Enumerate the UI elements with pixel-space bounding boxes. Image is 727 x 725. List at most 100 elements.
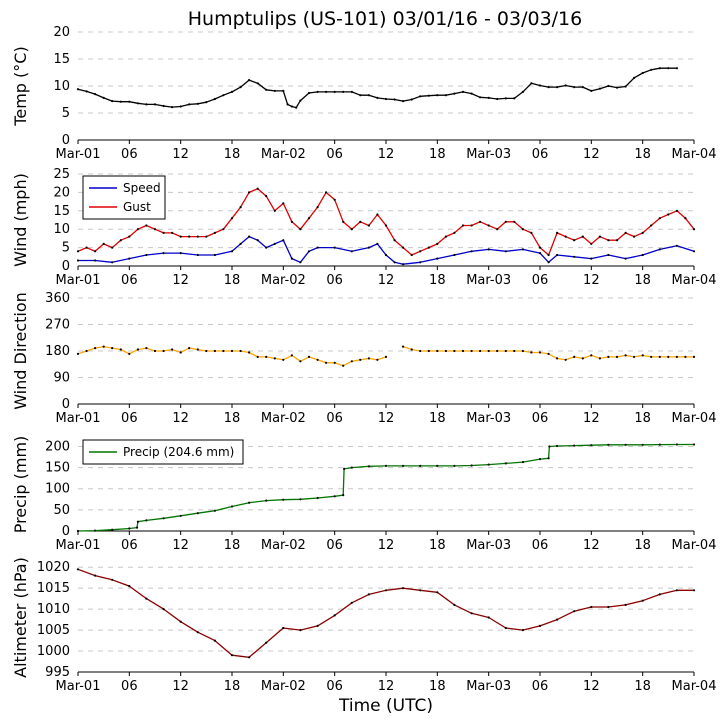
data-point bbox=[325, 191, 328, 194]
x-tick-label: 18 bbox=[634, 538, 651, 553]
data-point bbox=[179, 252, 182, 255]
data-point bbox=[598, 235, 602, 238]
data-point bbox=[538, 458, 542, 461]
data-point bbox=[393, 261, 396, 264]
data-point bbox=[402, 464, 405, 467]
legend-label: Speed bbox=[123, 181, 161, 195]
data-point bbox=[641, 599, 644, 602]
data-point bbox=[153, 349, 157, 353]
data-point bbox=[119, 100, 122, 103]
data-point bbox=[299, 228, 302, 231]
data-point bbox=[316, 624, 319, 628]
data-point bbox=[444, 94, 447, 97]
data-point bbox=[479, 349, 482, 353]
data-point bbox=[273, 242, 276, 245]
y-tick-label: 1005 bbox=[37, 623, 70, 638]
data-point bbox=[299, 629, 302, 632]
data-point bbox=[367, 357, 370, 360]
data-point bbox=[521, 90, 525, 93]
data-point bbox=[342, 90, 345, 93]
data-point bbox=[658, 593, 661, 596]
data-point bbox=[119, 348, 122, 351]
data-point bbox=[453, 231, 456, 234]
data-point bbox=[658, 355, 661, 358]
data-point bbox=[496, 349, 499, 353]
x-axis-label: Time (UTC) bbox=[338, 696, 433, 716]
data-point bbox=[641, 253, 644, 257]
data-point bbox=[513, 97, 516, 100]
data-point bbox=[265, 246, 268, 249]
y-tick-label: 0 bbox=[62, 524, 70, 539]
data-point bbox=[615, 86, 619, 89]
data-point bbox=[213, 253, 216, 257]
data-point bbox=[85, 90, 88, 93]
data-point bbox=[487, 224, 490, 227]
data-point bbox=[590, 89, 593, 92]
x-tick-label: 18 bbox=[634, 679, 651, 694]
x-tick-label: 12 bbox=[172, 679, 189, 694]
x-tick-label: 12 bbox=[378, 538, 395, 553]
y-tick-label: 10 bbox=[53, 79, 70, 94]
x-tick-label: Mar-01 bbox=[56, 679, 101, 694]
data-point bbox=[641, 71, 644, 75]
data-point bbox=[607, 239, 610, 242]
data-point bbox=[573, 239, 576, 242]
y-tick-label: 25 bbox=[53, 167, 70, 182]
data-point bbox=[590, 257, 593, 260]
data-point bbox=[205, 349, 208, 353]
data-point bbox=[145, 597, 148, 600]
y-tick-label: 0 bbox=[62, 133, 70, 148]
y-tick-label: 270 bbox=[45, 318, 70, 333]
data-point bbox=[359, 358, 362, 361]
data-point bbox=[453, 253, 456, 257]
series-line-temp-temperature bbox=[77, 67, 677, 109]
x-tick-label: Mar-04 bbox=[672, 538, 717, 553]
data-point bbox=[307, 355, 311, 358]
x-tick-label: 12 bbox=[378, 411, 395, 426]
data-point bbox=[607, 355, 610, 358]
data-point bbox=[487, 616, 490, 619]
y-axis-label: Precip (mm) bbox=[11, 436, 30, 534]
data-point bbox=[444, 349, 447, 353]
x-tick-label: 12 bbox=[378, 679, 395, 694]
data-point bbox=[573, 255, 576, 258]
data-point bbox=[650, 68, 653, 71]
data-point bbox=[453, 603, 456, 607]
data-point bbox=[273, 89, 276, 92]
data-point bbox=[213, 639, 216, 642]
data-point bbox=[556, 86, 559, 89]
data-point bbox=[538, 246, 542, 249]
data-point bbox=[333, 361, 336, 364]
data-point bbox=[76, 88, 80, 91]
data-point bbox=[461, 224, 465, 227]
data-point bbox=[265, 355, 268, 358]
data-point bbox=[350, 228, 353, 231]
data-point bbox=[504, 97, 507, 100]
data-point bbox=[316, 206, 319, 209]
data-point bbox=[196, 253, 199, 257]
data-point bbox=[624, 354, 627, 357]
data-point bbox=[94, 259, 97, 262]
data-point bbox=[128, 235, 131, 238]
data-point bbox=[316, 246, 319, 249]
data-point bbox=[325, 90, 328, 93]
x-tick-label: Mar-04 bbox=[672, 679, 717, 694]
data-point bbox=[162, 231, 165, 234]
data-point bbox=[453, 464, 456, 467]
data-point bbox=[436, 464, 439, 467]
data-point bbox=[410, 98, 413, 101]
data-point bbox=[171, 106, 174, 109]
data-point bbox=[153, 103, 157, 106]
data-point bbox=[658, 443, 661, 446]
chart-title: Humptulips (US-101) 03/01/16 - 03/03/16 bbox=[188, 8, 583, 30]
data-point bbox=[350, 360, 353, 363]
y-tick-label: 360 bbox=[45, 291, 70, 306]
data-point bbox=[402, 246, 405, 249]
data-point bbox=[521, 629, 525, 632]
data-point bbox=[350, 601, 353, 604]
y-tick-label: 1010 bbox=[37, 602, 70, 617]
data-point bbox=[179, 514, 182, 517]
data-point bbox=[461, 349, 465, 353]
data-point bbox=[675, 67, 679, 70]
legend-label: Gust bbox=[123, 200, 151, 214]
